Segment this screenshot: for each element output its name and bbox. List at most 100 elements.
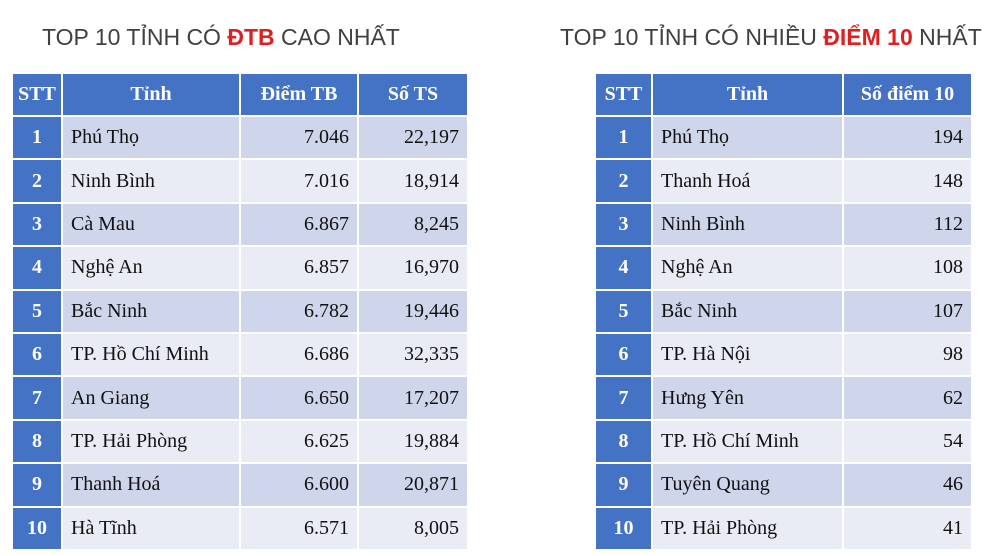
- value-cell: 19,446: [358, 289, 468, 333]
- header-cell: Số TS: [358, 73, 468, 116]
- rank-cell: 4: [595, 246, 652, 290]
- header-cell: Số điểm 10: [843, 73, 972, 116]
- title-part: NHẤT: [912, 24, 982, 50]
- title-part: ĐIỂM 10: [823, 24, 913, 50]
- rank-cell: 10: [12, 506, 62, 550]
- value-cell: 107: [843, 289, 972, 333]
- value-cell: 6.600: [240, 463, 358, 507]
- table-row: 7 An Giang 6.650 17,207: [12, 376, 468, 420]
- province-cell: Ninh Bình: [62, 159, 240, 203]
- header-cell: STT: [12, 73, 62, 116]
- value-cell: 41: [843, 506, 972, 550]
- value-cell: 8,245: [358, 202, 468, 247]
- value-cell: 7.046: [240, 116, 358, 160]
- table-row: 2 Ninh Bình 7.016 18,914: [12, 159, 468, 203]
- value-cell: 194: [843, 116, 972, 160]
- rank-cell: 1: [595, 116, 652, 160]
- province-cell: Nghệ An: [62, 246, 240, 290]
- rank-cell: 8: [595, 419, 652, 464]
- value-cell: 7.016: [240, 159, 358, 203]
- province-cell: Thanh Hoá: [62, 463, 240, 507]
- province-cell: TP. Hải Phòng: [652, 506, 843, 550]
- rank-cell: 5: [595, 289, 652, 333]
- province-cell: An Giang: [62, 376, 240, 420]
- value-cell: 62: [843, 376, 972, 420]
- table-row: 10 TP. Hải Phòng 41: [595, 506, 972, 550]
- rank-cell: 9: [12, 463, 62, 507]
- rank-cell: 9: [595, 463, 652, 507]
- table-row: 6 TP. Hồ Chí Minh 6.686 32,335: [12, 332, 468, 377]
- province-cell: Tuyên Quang: [652, 463, 843, 507]
- table-row: 3 Ninh Bình 112: [595, 202, 972, 247]
- title-part: ĐTB: [227, 24, 275, 50]
- value-cell: 6.625: [240, 419, 358, 464]
- province-cell: Bắc Ninh: [652, 289, 843, 333]
- value-cell: 18,914: [358, 159, 468, 203]
- value-cell: 22,197: [358, 116, 468, 160]
- value-cell: 112: [843, 202, 972, 247]
- table-row: 8 TP. Hải Phòng 6.625 19,884: [12, 419, 468, 464]
- table-row: 5 Bắc Ninh 107: [595, 289, 972, 333]
- province-cell: Phú Thọ: [62, 116, 240, 160]
- province-cell: Bắc Ninh: [62, 289, 240, 333]
- table-row: 3 Cà Mau 6.867 8,245: [12, 202, 468, 247]
- value-cell: 6.650: [240, 376, 358, 420]
- rank-cell: 10: [595, 506, 652, 550]
- header-cell: Tỉnh: [652, 73, 843, 116]
- value-cell: 8,005: [358, 506, 468, 550]
- rank-cell: 1: [12, 116, 62, 160]
- value-cell: 17,207: [358, 376, 468, 420]
- value-cell: 20,871: [358, 463, 468, 507]
- rank-cell: 7: [12, 376, 62, 420]
- table-row: 8 TP. Hồ Chí Minh 54: [595, 419, 972, 464]
- right-title: TOP 10 TỈNH CÓ NHIỀU ĐIỂM 10 NHẤT: [560, 24, 982, 51]
- table-row: 4 Nghệ An 108: [595, 246, 972, 290]
- table-row: 1 Phú Thọ 194: [595, 116, 972, 160]
- table-row: 10 Hà Tĩnh 6.571 8,005: [12, 506, 468, 550]
- value-cell: 16,970: [358, 246, 468, 290]
- value-cell: 6.571: [240, 506, 358, 550]
- rank-cell: 3: [12, 202, 62, 247]
- table-row: 9 Thanh Hoá 6.600 20,871: [12, 463, 468, 507]
- table-row: 4 Nghệ An 6.857 16,970: [12, 246, 468, 290]
- table-row: 1 Phú Thọ 7.046 22,197: [12, 116, 468, 160]
- rank-cell: 4: [12, 246, 62, 290]
- header-cell: Điểm TB: [240, 73, 358, 116]
- province-cell: Phú Thọ: [652, 116, 843, 160]
- value-cell: 6.782: [240, 289, 358, 333]
- province-cell: Cà Mau: [62, 202, 240, 247]
- province-cell: TP. Hà Nội: [652, 332, 843, 377]
- value-cell: 6.686: [240, 332, 358, 377]
- value-cell: 148: [843, 159, 972, 203]
- table-row: 9 Tuyên Quang 46: [595, 463, 972, 507]
- province-cell: TP. Hồ Chí Minh: [652, 419, 843, 464]
- rank-cell: 2: [595, 159, 652, 203]
- value-cell: 32,335: [358, 332, 468, 377]
- table-row: 5 Bắc Ninh 6.782 19,446: [12, 289, 468, 333]
- value-cell: 6.857: [240, 246, 358, 290]
- header-cell: STT: [595, 73, 652, 116]
- province-cell: Hà Tĩnh: [62, 506, 240, 550]
- value-cell: 54: [843, 419, 972, 464]
- value-cell: 98: [843, 332, 972, 377]
- value-cell: 46: [843, 463, 972, 507]
- header-cell: Tỉnh: [62, 73, 240, 116]
- table-row: 7 Hưng Yên 62: [595, 376, 972, 420]
- value-cell: 108: [843, 246, 972, 290]
- rank-cell: 6: [12, 332, 62, 377]
- province-cell: Hưng Yên: [652, 376, 843, 420]
- title-part: TOP 10 TỈNH CÓ NHIỀU: [560, 24, 824, 50]
- province-cell: Thanh Hoá: [652, 159, 843, 203]
- rank-cell: 6: [595, 332, 652, 377]
- province-cell: TP. Hải Phòng: [62, 419, 240, 464]
- rank-cell: 5: [12, 289, 62, 333]
- right-table: STT Tỉnh Số điểm 10 1 Phú Thọ 194 2 Thanh Hoá 14…: [595, 73, 972, 550]
- header-row: STT Tỉnh Số điểm 10: [595, 73, 972, 116]
- rank-cell: 3: [595, 202, 652, 247]
- rank-cell: 2: [12, 159, 62, 203]
- table-row: 2 Thanh Hoá 148: [595, 159, 972, 203]
- title-part: CAO NHẤT: [274, 24, 400, 50]
- rank-cell: 7: [595, 376, 652, 420]
- left-title: TOP 10 TỈNH CÓ ĐTB CAO NHẤT: [42, 24, 400, 51]
